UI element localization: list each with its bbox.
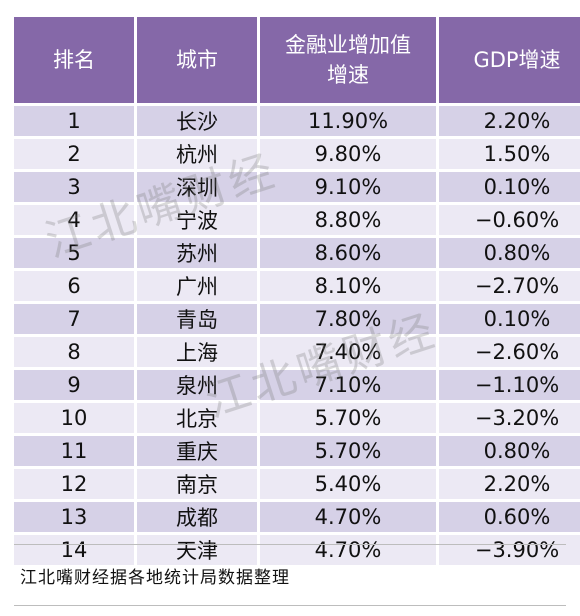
cell-gdp-growth: 2.20% [439, 469, 580, 499]
cell-finance-growth: 4.70% [260, 502, 436, 532]
table-row: 8 上海 7.40% −2.60% [14, 337, 580, 367]
cell-gdp-growth: 0.10% [439, 172, 580, 202]
cell-gdp-growth: 0.80% [439, 238, 580, 268]
cell-gdp-growth: 2.20% [439, 106, 580, 136]
cell-city: 广州 [137, 271, 257, 301]
cell-city: 宁波 [137, 205, 257, 235]
cell-rank: 13 [14, 502, 134, 532]
data-table-container: 排名 城市 金融业增加值 增速 GDP增速 1 长沙 11.90% 2.20% 2 杭州 9… [14, 14, 580, 568]
header-finance-line2: 增速 [327, 63, 369, 87]
header-rank: 排名 [14, 17, 134, 103]
cell-rank: 4 [14, 205, 134, 235]
cell-rank: 2 [14, 139, 134, 169]
cell-finance-growth: 11.90% [260, 106, 436, 136]
header-gdp-growth: GDP增速 [439, 17, 580, 103]
table-row: 7 青岛 7.80% 0.10% [14, 304, 580, 334]
table-row: 1 长沙 11.90% 2.20% [14, 106, 580, 136]
cell-rank: 5 [14, 238, 134, 268]
cell-city: 成都 [137, 502, 257, 532]
cell-gdp-growth: 0.60% [439, 502, 580, 532]
source-note: 江北嘴财经据各地统计局数据整理 [20, 568, 290, 588]
table-row: 2 杭州 9.80% 1.50% [14, 139, 580, 169]
table-row: 4 宁波 8.80% −0.60% [14, 205, 580, 235]
cell-rank: 7 [14, 304, 134, 334]
table-row: 13 成都 4.70% 0.60% [14, 502, 580, 532]
cell-finance-growth: 5.70% [260, 436, 436, 466]
cell-finance-growth: 7.10% [260, 370, 436, 400]
table-body: 1 长沙 11.90% 2.20% 2 杭州 9.80% 1.50% 3 深圳 9.10% 0.10%… [14, 106, 580, 565]
cell-finance-growth: 9.10% [260, 172, 436, 202]
header-finance-growth: 金融业增加值 增速 [260, 17, 436, 103]
cell-finance-growth: 4.70% [260, 535, 436, 565]
cell-finance-growth: 5.70% [260, 403, 436, 433]
cell-city: 苏州 [137, 238, 257, 268]
cell-city: 泉州 [137, 370, 257, 400]
cell-rank: 6 [14, 271, 134, 301]
cell-rank: 11 [14, 436, 134, 466]
cell-rank: 3 [14, 172, 134, 202]
cell-finance-growth: 7.80% [260, 304, 436, 334]
table-row: 11 重庆 5.70% 0.80% [14, 436, 580, 466]
cell-gdp-growth: 1.50% [439, 139, 580, 169]
cell-finance-growth: 7.40% [260, 337, 436, 367]
cell-gdp-growth: −3.20% [439, 403, 580, 433]
table-row: 6 广州 8.10% −2.70% [14, 271, 580, 301]
cell-finance-growth: 8.80% [260, 205, 436, 235]
cell-city: 北京 [137, 403, 257, 433]
table-row: 3 深圳 9.10% 0.10% [14, 172, 580, 202]
cell-gdp-growth: −3.90% [439, 535, 580, 565]
table-row: 9 泉州 7.10% −1.10% [14, 370, 580, 400]
cell-rank: 9 [14, 370, 134, 400]
cell-finance-growth: 8.60% [260, 238, 436, 268]
city-growth-table: 排名 城市 金融业增加值 增速 GDP增速 1 长沙 11.90% 2.20% 2 杭州 9… [11, 14, 580, 568]
cell-gdp-growth: 0.10% [439, 304, 580, 334]
table-row: 14 天津 4.70% −3.90% [14, 535, 580, 565]
cell-rank: 10 [14, 403, 134, 433]
table-row: 5 苏州 8.60% 0.80% [14, 238, 580, 268]
cell-gdp-growth: −2.60% [439, 337, 580, 367]
cell-rank: 8 [14, 337, 134, 367]
table-row: 12 南京 5.40% 2.20% [14, 469, 580, 499]
cell-city: 上海 [137, 337, 257, 367]
cell-rank: 14 [14, 535, 134, 565]
source-footer: 江北嘴财经据各地统计局数据整理 [14, 544, 566, 606]
table-header-row: 排名 城市 金融业增加值 增速 GDP增速 [14, 17, 580, 103]
cell-rank: 1 [14, 106, 134, 136]
cell-gdp-growth: 0.80% [439, 436, 580, 466]
cell-city: 深圳 [137, 172, 257, 202]
cell-finance-growth: 5.40% [260, 469, 436, 499]
cell-gdp-growth: −1.10% [439, 370, 580, 400]
cell-city: 杭州 [137, 139, 257, 169]
cell-gdp-growth: −2.70% [439, 271, 580, 301]
cell-city: 南京 [137, 469, 257, 499]
cell-city: 长沙 [137, 106, 257, 136]
header-finance-line1: 金融业增加值 [285, 33, 411, 57]
cell-finance-growth: 8.10% [260, 271, 436, 301]
cell-rank: 12 [14, 469, 134, 499]
cell-city: 重庆 [137, 436, 257, 466]
cell-city: 天津 [137, 535, 257, 565]
table-row: 10 北京 5.70% −3.20% [14, 403, 580, 433]
cell-gdp-growth: −0.60% [439, 205, 580, 235]
header-city: 城市 [137, 17, 257, 103]
cell-city: 青岛 [137, 304, 257, 334]
cell-finance-growth: 9.80% [260, 139, 436, 169]
